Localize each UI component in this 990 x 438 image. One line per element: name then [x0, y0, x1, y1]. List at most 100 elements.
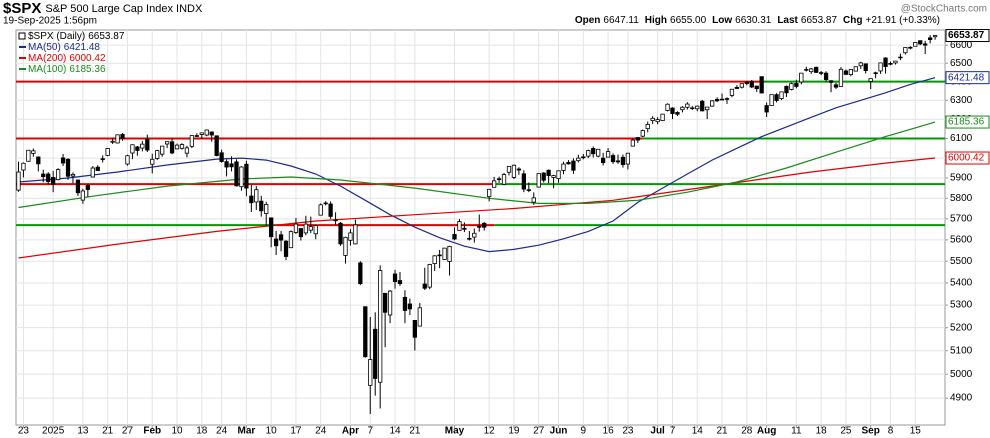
candle-body — [630, 139, 635, 147]
candle-body — [254, 189, 259, 203]
candle-body — [516, 168, 522, 171]
legend-value: 6421.48 — [64, 42, 101, 53]
candle-body — [719, 98, 725, 101]
legend-entry: MA(50) 6421.48 — [28, 42, 100, 53]
candle-body — [85, 185, 90, 190]
candle-body — [744, 81, 749, 84]
candle-body — [650, 117, 655, 121]
candle-body — [70, 174, 76, 177]
x-tick-label: 23 — [622, 426, 634, 437]
x-tick-label: 11 — [791, 426, 802, 437]
candle-body — [828, 80, 834, 83]
candle-body — [818, 72, 824, 74]
legend-name: $SPX (Daily) — [28, 31, 85, 42]
candle-body — [174, 144, 180, 150]
candle-body — [368, 359, 373, 386]
candle-body — [709, 100, 715, 107]
candle-body — [878, 62, 883, 72]
legend-entry: $SPX (Daily) 6653.87 — [28, 31, 125, 42]
candle-body — [932, 35, 938, 38]
candle-body — [412, 320, 417, 338]
x-tick-label: 27 — [533, 426, 545, 437]
candle-body — [75, 179, 81, 194]
x-tick-label: Jun — [550, 426, 568, 437]
y-tick-label: 5800 — [950, 193, 973, 204]
candle-body — [140, 143, 145, 149]
candle-body — [467, 237, 472, 240]
candle-body — [799, 72, 804, 83]
candle-body — [660, 113, 665, 121]
candle-body — [333, 219, 338, 222]
candle-body — [645, 124, 650, 130]
value-box — [945, 115, 990, 129]
legend-name: MA(100) — [28, 64, 66, 75]
candle-body — [155, 150, 160, 159]
candle-body — [774, 94, 779, 101]
candle-body — [625, 152, 631, 165]
x-tick-label: 14 — [389, 426, 401, 437]
candle-body — [249, 195, 254, 204]
candle-body — [779, 91, 784, 99]
quote: Open 6647.11 High 6655.00 Low 6630.31 Last 6653… — [575, 15, 940, 26]
x-tick-label: 21 — [102, 426, 114, 437]
candle-body — [358, 262, 363, 285]
candle-body — [506, 166, 512, 173]
legend-value: 6000.42 — [69, 53, 106, 64]
candle-body — [264, 204, 269, 214]
candle-body — [487, 188, 492, 198]
x-tick-label: Mar — [237, 426, 255, 437]
candle-body — [303, 223, 308, 234]
candle-body — [531, 197, 536, 203]
candle-body — [259, 200, 264, 212]
x-tick-label: 18 — [816, 426, 828, 437]
chart-title: $SPX — [3, 0, 41, 17]
candle-body — [278, 234, 284, 241]
candle-body — [823, 72, 829, 80]
candle-body — [184, 147, 190, 154]
y-tick-label: 5700 — [950, 214, 973, 225]
candle-body — [60, 157, 66, 164]
candle-body — [283, 240, 289, 257]
x-tick-label: 13 — [77, 426, 89, 437]
candle-body — [313, 225, 318, 235]
candle-body — [273, 238, 279, 247]
candle-body — [814, 66, 819, 73]
candle-body — [739, 83, 744, 88]
candle-body — [918, 40, 923, 45]
candle-body — [536, 173, 541, 188]
candle-body — [373, 328, 378, 379]
y-tick-label: 5600 — [950, 235, 973, 246]
chart-date: 19-Sep-2025 1:56pm — [3, 16, 97, 27]
candle-body — [610, 155, 616, 163]
candle-body — [422, 283, 427, 289]
candle-body — [150, 158, 155, 165]
candle-body — [437, 254, 442, 257]
candle-body — [600, 157, 606, 164]
candle-body — [209, 131, 214, 136]
quote-value: 6630.31 — [735, 15, 772, 26]
candle-body — [605, 151, 611, 158]
candle-body — [690, 107, 695, 110]
x-tick-label: 7 — [367, 426, 373, 437]
candle-body — [923, 43, 928, 46]
x-tick-label: Jul — [650, 426, 665, 437]
candle-body — [764, 105, 769, 113]
y-tick-label: 6600 — [950, 40, 973, 51]
x-tick-label: 24 — [315, 426, 327, 437]
candle-body — [635, 137, 640, 141]
candle-body — [908, 46, 913, 49]
candle-body — [120, 134, 125, 139]
legend-entry: MA(100) 6185.36 — [28, 64, 106, 75]
x-tick-label: 7 — [670, 426, 676, 437]
y-tick-label: 6300 — [950, 95, 973, 106]
x-tick-label: 2025 — [42, 426, 65, 437]
quote-value: +21.91 (+0.33%) — [866, 15, 941, 26]
x-tick-label: 24 — [216, 426, 228, 437]
y-tick-label: 5100 — [950, 345, 973, 356]
x-tick-label: 10 — [266, 426, 278, 437]
candle-body — [556, 170, 561, 180]
watermark: @StockCharts.com — [901, 4, 987, 15]
candle-body — [363, 306, 368, 358]
quote-label: Open — [575, 15, 601, 26]
